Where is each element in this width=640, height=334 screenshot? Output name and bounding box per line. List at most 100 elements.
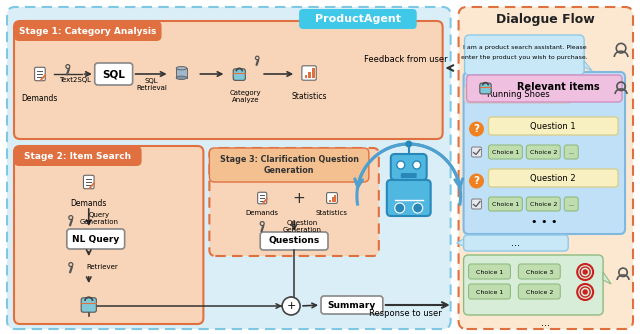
Text: Summary: Summary bbox=[328, 301, 376, 310]
FancyBboxPatch shape bbox=[526, 197, 560, 211]
Polygon shape bbox=[456, 239, 463, 246]
FancyBboxPatch shape bbox=[401, 173, 417, 178]
Circle shape bbox=[469, 122, 484, 137]
Text: +: + bbox=[287, 301, 296, 311]
FancyBboxPatch shape bbox=[463, 255, 603, 315]
FancyBboxPatch shape bbox=[488, 197, 522, 211]
Circle shape bbox=[397, 161, 404, 169]
Bar bbox=[308, 72, 311, 78]
Text: Stage 2: Item Search: Stage 2: Item Search bbox=[24, 152, 131, 161]
Text: SQL: SQL bbox=[102, 69, 125, 79]
Circle shape bbox=[583, 270, 587, 274]
FancyBboxPatch shape bbox=[518, 264, 560, 279]
FancyBboxPatch shape bbox=[468, 264, 511, 279]
Text: Demands: Demands bbox=[22, 94, 58, 103]
Text: Choice 3: Choice 3 bbox=[525, 270, 553, 275]
Ellipse shape bbox=[176, 76, 187, 79]
FancyBboxPatch shape bbox=[488, 145, 522, 159]
Text: Stage 3: Clarification Question
Generation: Stage 3: Clarification Question Generati… bbox=[220, 155, 358, 175]
FancyBboxPatch shape bbox=[468, 284, 511, 299]
FancyBboxPatch shape bbox=[391, 154, 427, 180]
FancyBboxPatch shape bbox=[302, 66, 316, 80]
FancyBboxPatch shape bbox=[387, 180, 431, 216]
Text: • • •: • • • bbox=[531, 217, 557, 227]
Bar bbox=[312, 68, 315, 78]
Text: Statistics: Statistics bbox=[316, 210, 348, 216]
Bar bbox=[305, 75, 307, 78]
FancyBboxPatch shape bbox=[35, 67, 45, 81]
Text: ...: ... bbox=[568, 150, 574, 155]
FancyBboxPatch shape bbox=[467, 75, 622, 102]
FancyBboxPatch shape bbox=[67, 229, 125, 249]
Text: Choice 1: Choice 1 bbox=[492, 201, 519, 206]
FancyBboxPatch shape bbox=[472, 199, 481, 209]
FancyBboxPatch shape bbox=[465, 85, 572, 103]
FancyBboxPatch shape bbox=[14, 146, 204, 324]
Polygon shape bbox=[584, 61, 592, 71]
Text: NL Query: NL Query bbox=[72, 234, 120, 243]
Text: ?: ? bbox=[474, 176, 479, 186]
FancyBboxPatch shape bbox=[209, 148, 369, 182]
FancyBboxPatch shape bbox=[7, 7, 451, 329]
FancyBboxPatch shape bbox=[260, 232, 328, 250]
Text: Running Shoes: Running Shoes bbox=[487, 90, 550, 99]
Text: ...: ... bbox=[568, 201, 574, 206]
Bar bbox=[328, 199, 331, 202]
Text: Relevant items: Relevant items bbox=[517, 82, 600, 92]
Text: enter the product you wish to purchase.: enter the product you wish to purchase. bbox=[461, 54, 588, 59]
Text: Choice 2: Choice 2 bbox=[530, 201, 557, 206]
Text: Category
Analyze: Category Analyze bbox=[230, 90, 261, 103]
Text: Demands: Demands bbox=[70, 198, 107, 207]
Bar bbox=[332, 197, 333, 202]
FancyBboxPatch shape bbox=[465, 35, 584, 75]
Circle shape bbox=[413, 161, 420, 169]
FancyBboxPatch shape bbox=[95, 63, 132, 85]
FancyBboxPatch shape bbox=[564, 197, 578, 211]
Text: Choice 2: Choice 2 bbox=[525, 290, 553, 295]
FancyBboxPatch shape bbox=[81, 298, 97, 312]
Text: Feedback from user: Feedback from user bbox=[364, 54, 447, 63]
Circle shape bbox=[413, 203, 422, 213]
Text: Choice 1: Choice 1 bbox=[476, 270, 503, 275]
FancyBboxPatch shape bbox=[14, 21, 161, 41]
FancyBboxPatch shape bbox=[564, 145, 578, 159]
FancyBboxPatch shape bbox=[233, 69, 245, 80]
Text: Question 1: Question 1 bbox=[531, 122, 576, 131]
FancyBboxPatch shape bbox=[463, 235, 568, 251]
Text: Question
Generation: Question Generation bbox=[283, 220, 321, 233]
Circle shape bbox=[395, 203, 404, 213]
FancyBboxPatch shape bbox=[14, 21, 443, 139]
FancyBboxPatch shape bbox=[463, 72, 625, 234]
Text: Choice 1: Choice 1 bbox=[476, 290, 503, 295]
Ellipse shape bbox=[176, 66, 187, 70]
FancyBboxPatch shape bbox=[518, 284, 560, 299]
FancyBboxPatch shape bbox=[14, 146, 141, 166]
Text: SQL
Retrieval: SQL Retrieval bbox=[136, 77, 167, 91]
Text: Response to user: Response to user bbox=[369, 309, 442, 318]
Text: Demands: Demands bbox=[246, 210, 278, 216]
Text: Dialogue Flow: Dialogue Flow bbox=[496, 12, 595, 25]
FancyBboxPatch shape bbox=[480, 83, 491, 94]
Text: ProductAgent: ProductAgent bbox=[315, 14, 401, 24]
Text: ?: ? bbox=[474, 124, 479, 134]
FancyBboxPatch shape bbox=[459, 7, 633, 329]
FancyBboxPatch shape bbox=[209, 148, 379, 256]
FancyBboxPatch shape bbox=[321, 296, 383, 314]
Text: I am a product search assistant. Please: I am a product search assistant. Please bbox=[463, 44, 586, 49]
Circle shape bbox=[405, 141, 412, 148]
Text: Text2SQL: Text2SQL bbox=[59, 77, 91, 83]
Bar bbox=[176, 68, 187, 78]
Text: Statistics: Statistics bbox=[291, 92, 327, 101]
Text: Question 2: Question 2 bbox=[531, 173, 576, 182]
Text: Stage 1: Category Analysis: Stage 1: Category Analysis bbox=[19, 26, 156, 35]
Circle shape bbox=[469, 173, 484, 188]
Circle shape bbox=[583, 290, 587, 294]
FancyBboxPatch shape bbox=[299, 9, 417, 29]
FancyBboxPatch shape bbox=[488, 117, 618, 135]
Circle shape bbox=[282, 297, 300, 315]
FancyBboxPatch shape bbox=[83, 175, 94, 189]
Bar bbox=[334, 195, 337, 202]
Polygon shape bbox=[572, 90, 580, 98]
Text: Choice 2: Choice 2 bbox=[530, 150, 557, 155]
FancyBboxPatch shape bbox=[258, 192, 267, 204]
